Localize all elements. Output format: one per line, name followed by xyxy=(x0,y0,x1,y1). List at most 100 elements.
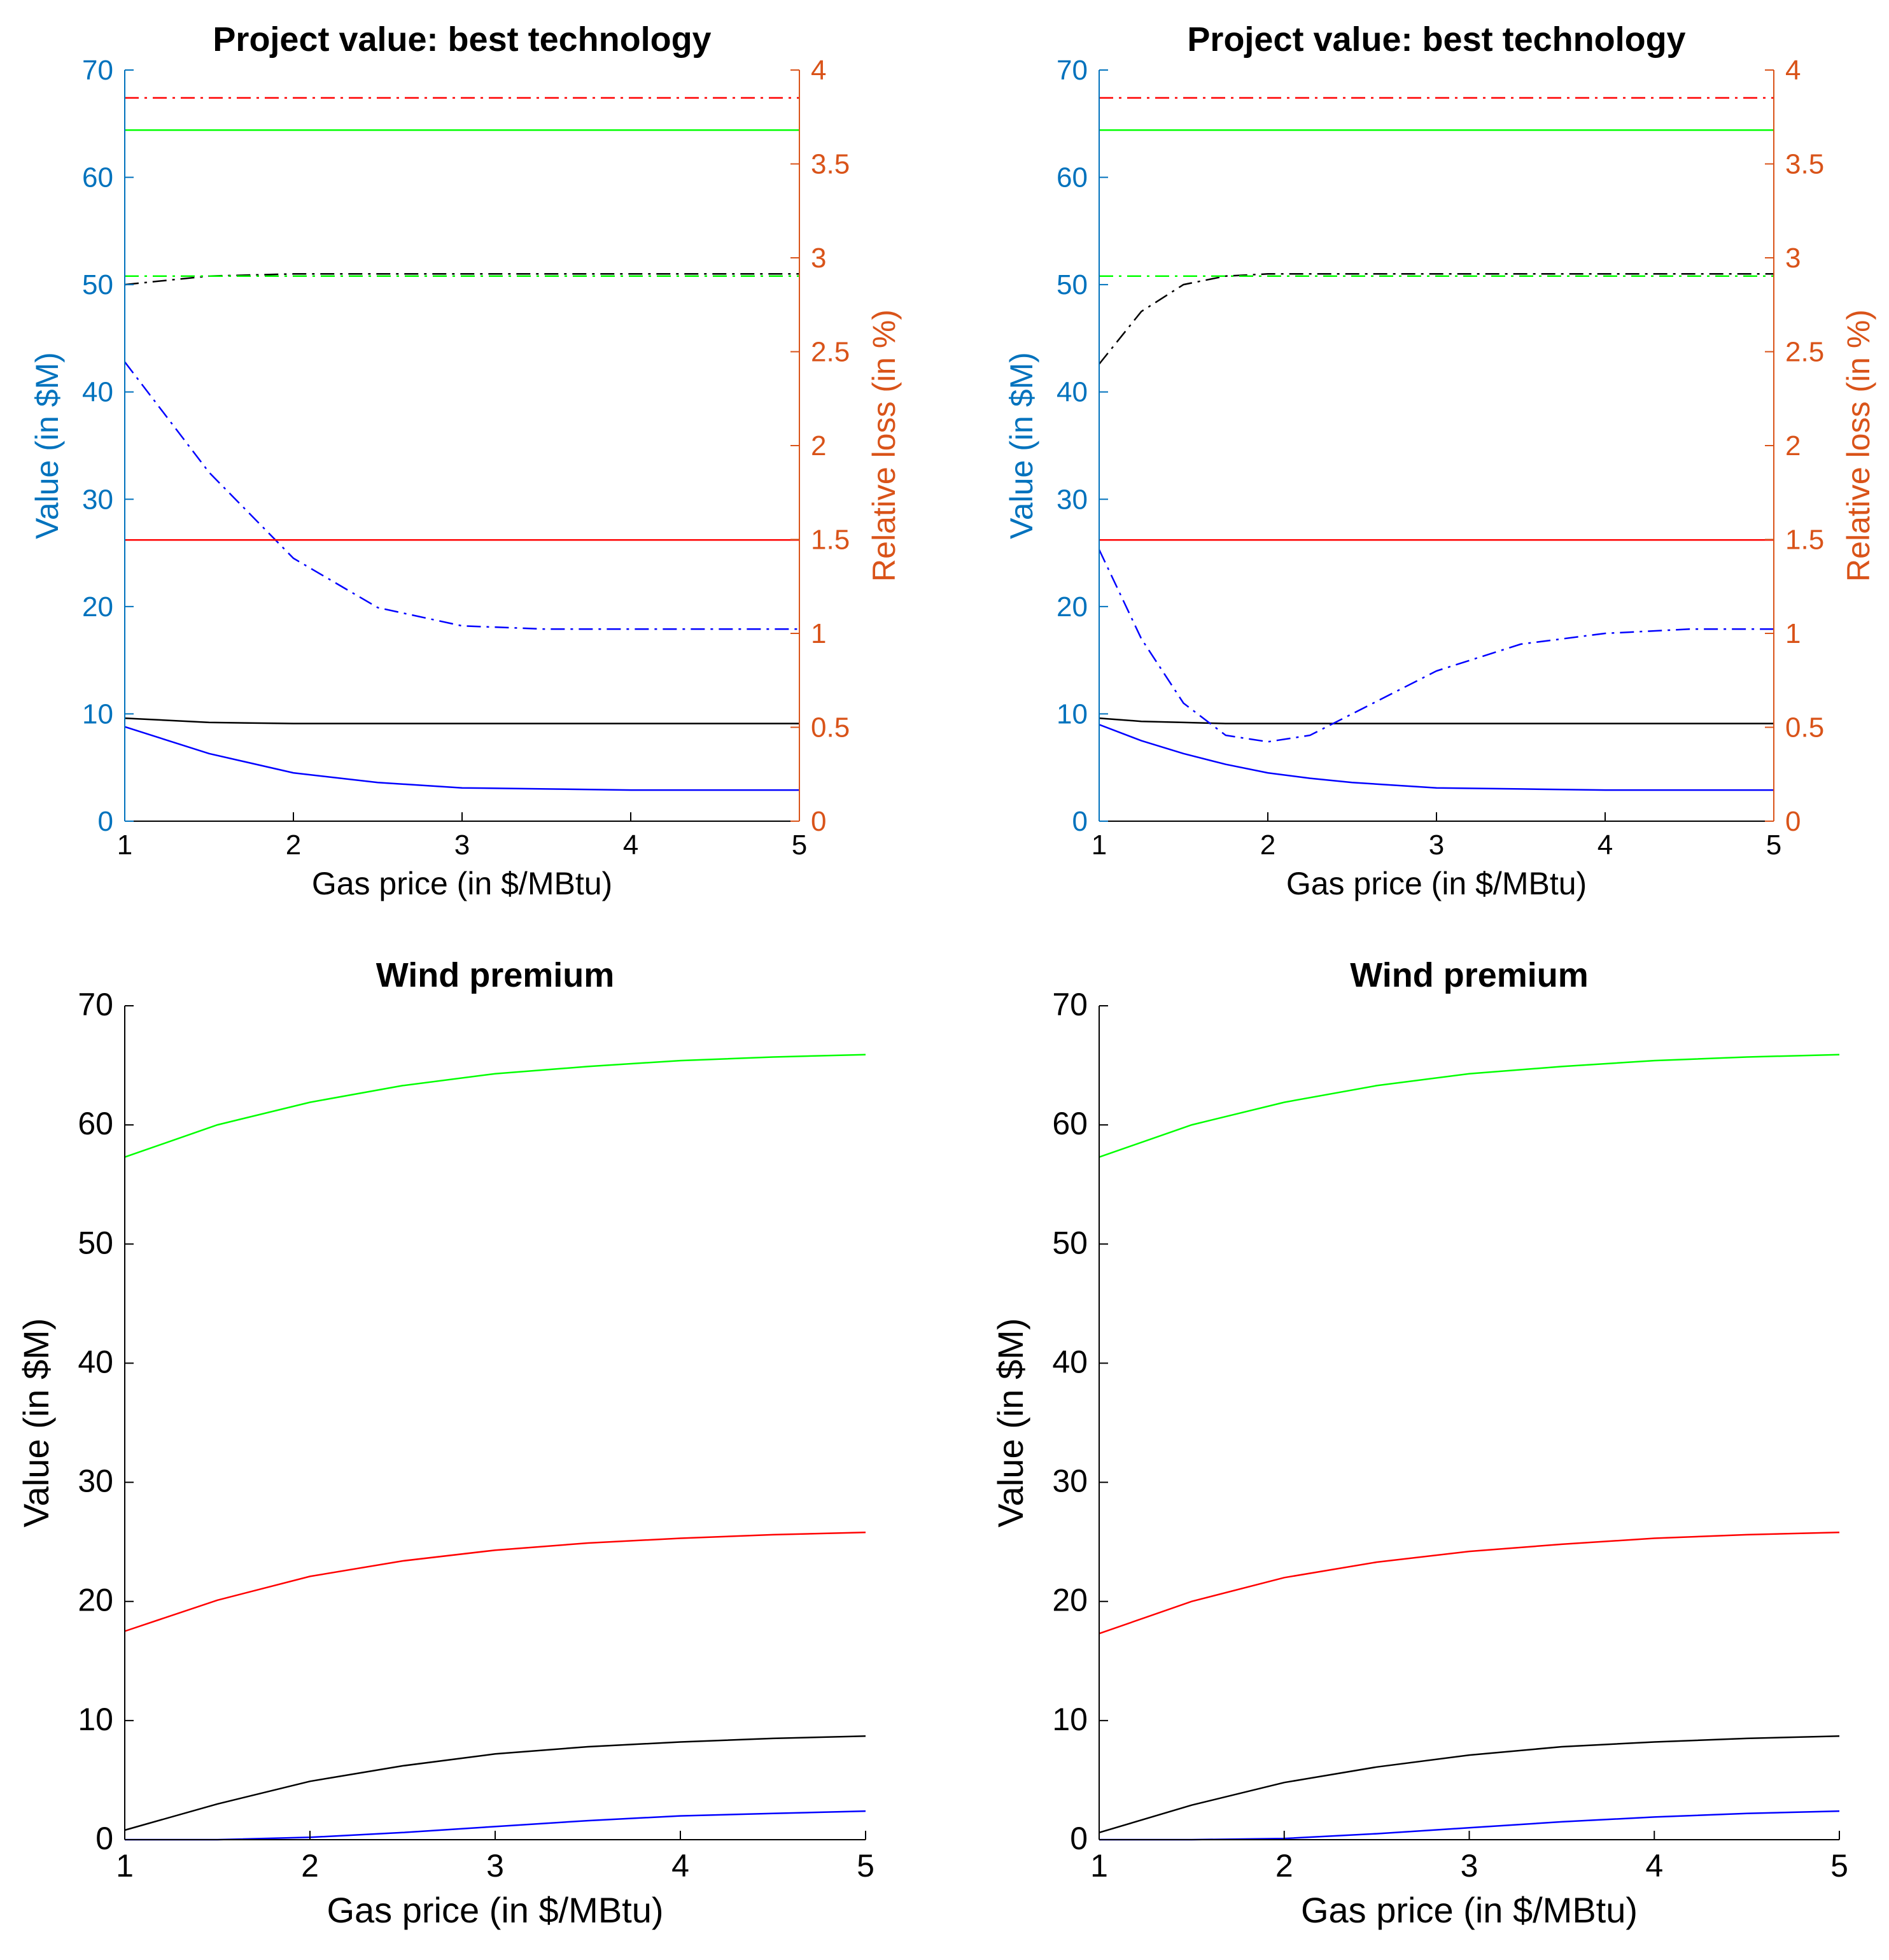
y-tick-label: 40 xyxy=(1052,1344,1088,1379)
y-axis-right-label: Relative loss (in %) xyxy=(866,309,902,582)
y-tick-label: 10 xyxy=(1057,698,1088,730)
x-axis-label: Gas price (in $/MBtu) xyxy=(327,1890,663,1930)
y-tick-label: 70 xyxy=(1057,55,1088,86)
chart-panel-4: 1 2 3 4 5 Gas price (in $/MBtu) 0 10 20 30 40 50 60 7… xyxy=(990,956,1848,1930)
y-tick-label: 60 xyxy=(1052,1106,1088,1141)
y-tick-label: 70 xyxy=(1052,987,1088,1022)
x-tick-label: 2 xyxy=(1275,1848,1293,1884)
y-right-tick-label: 0.5 xyxy=(811,712,850,744)
x-tick-label: 1 xyxy=(116,1848,134,1884)
y-tick-label: 40 xyxy=(1057,377,1088,408)
y-right-tick-label: 3 xyxy=(811,243,826,274)
chart-panel-3: 1 2 3 4 5 Gas price (in $/MBtu) 0 10 20 30 40 50 60 7… xyxy=(16,956,874,1930)
y-right-tick-label: 3 xyxy=(1785,243,1801,274)
x-tick-label: 3 xyxy=(454,829,470,861)
x-tick-label: 3 xyxy=(1429,829,1444,861)
y-tick-label: 20 xyxy=(1052,1583,1088,1618)
x-axis-label: Gas price (in $/MBtu) xyxy=(312,866,612,901)
chart-title: Wind premium xyxy=(1350,956,1589,994)
x-tick-label: 1 xyxy=(1092,829,1107,861)
x-tick-label: 2 xyxy=(1260,829,1275,861)
y-axis-right-label: Relative loss (in %) xyxy=(1841,309,1876,582)
y-right-tick-label: 2 xyxy=(811,430,826,462)
series-line-3 xyxy=(1099,273,1774,365)
series-line-1 xyxy=(124,717,799,724)
y-right-tick-label: 1 xyxy=(811,618,826,649)
y-right-tick-label: 3.5 xyxy=(811,149,850,180)
x-tick-label: 3 xyxy=(486,1848,504,1884)
series-line-4 xyxy=(124,361,799,630)
chart-title: Project value: best technology xyxy=(213,20,711,59)
y-tick-label: 50 xyxy=(1057,269,1088,300)
y-tick-label: 0 xyxy=(1072,806,1088,837)
x-tick-label: 5 xyxy=(1766,829,1781,861)
y-tick-label: 50 xyxy=(82,269,113,300)
y-tick-label: 50 xyxy=(1052,1225,1088,1260)
y-right-tick-label: 4 xyxy=(811,55,826,86)
x-tick-label: 5 xyxy=(857,1848,874,1884)
y-tick-label: 10 xyxy=(1052,1702,1088,1737)
x-tick-label: 5 xyxy=(1830,1848,1848,1884)
series-line-4 xyxy=(1098,549,1774,743)
series-line-1 xyxy=(1099,1054,1840,1158)
x-axis-label: Gas price (in $/MBtu) xyxy=(1286,866,1587,901)
x-tick-label: 4 xyxy=(671,1848,689,1884)
y-right-tick-label: 2.5 xyxy=(1785,337,1824,368)
y-right-tick-label: 4 xyxy=(1785,55,1801,86)
y-tick-label: 40 xyxy=(82,377,113,408)
y-tick-label: 60 xyxy=(78,1106,113,1141)
y-right-tick-label: 2 xyxy=(1785,430,1801,462)
x-tick-label: 1 xyxy=(1090,1848,1108,1884)
x-axis-label: Gas price (in $/MBtu) xyxy=(1301,1890,1638,1930)
y-tick-label: 10 xyxy=(82,698,113,730)
y-tick-label: 50 xyxy=(78,1225,113,1260)
x-tick-label: 5 xyxy=(792,829,807,861)
y-axis-label: Value (in $M) xyxy=(29,352,65,539)
y-right-tick-label: 3.5 xyxy=(1785,149,1824,180)
x-tick-label: 2 xyxy=(301,1848,319,1884)
y-tick-label: 0 xyxy=(98,806,113,837)
series-line-2 xyxy=(1099,1531,1840,1635)
y-tick-label: 30 xyxy=(1057,484,1088,515)
series-line-3 xyxy=(1099,1735,1840,1833)
series-line-1 xyxy=(1099,717,1774,724)
y-tick-label: 40 xyxy=(78,1344,113,1379)
y-tick-label: 10 xyxy=(78,1702,113,1737)
y-axis-label: Value (in $M) xyxy=(1004,352,1039,539)
chart-title: Wind premium xyxy=(376,956,615,994)
y-right-tick-label: 0 xyxy=(1785,806,1801,837)
y-tick-label: 70 xyxy=(82,55,113,86)
series-line-3 xyxy=(124,1735,866,1831)
x-tick-label: 2 xyxy=(286,829,301,861)
y-axis-label: Value (in $M) xyxy=(16,1318,56,1528)
x-tick-label: 1 xyxy=(117,829,132,861)
series-line-2 xyxy=(124,726,799,791)
y-right-tick-label: 0 xyxy=(811,806,826,837)
y-tick-label: 60 xyxy=(1057,162,1088,194)
series-line-1 xyxy=(124,1054,866,1158)
y-tick-label: 0 xyxy=(1070,1821,1088,1856)
y-tick-label: 20 xyxy=(82,591,113,623)
y-right-tick-label: 0.5 xyxy=(1785,712,1824,744)
y-tick-label: 0 xyxy=(95,1821,113,1856)
y-right-tick-label: 1.5 xyxy=(1785,525,1824,556)
series-line-4 xyxy=(125,1810,866,1841)
x-tick-label: 4 xyxy=(1645,1848,1663,1884)
y-tick-label: 30 xyxy=(78,1463,113,1499)
chart-title: Project value: best technology xyxy=(1187,20,1685,59)
series-line-2 xyxy=(1099,724,1774,791)
y-tick-label: 70 xyxy=(78,987,113,1022)
x-tick-label: 3 xyxy=(1461,1848,1478,1884)
series-line-2 xyxy=(124,1531,866,1632)
y-tick-label: 60 xyxy=(82,162,113,194)
y-tick-label: 20 xyxy=(78,1583,113,1618)
y-axis-label: Value (in $M) xyxy=(990,1318,1030,1528)
y-tick-label: 30 xyxy=(82,484,113,515)
y-tick-label: 30 xyxy=(1052,1463,1088,1499)
x-tick-label: 4 xyxy=(1598,829,1613,861)
y-tick-label: 20 xyxy=(1057,591,1088,623)
y-right-tick-label: 2.5 xyxy=(811,337,850,368)
